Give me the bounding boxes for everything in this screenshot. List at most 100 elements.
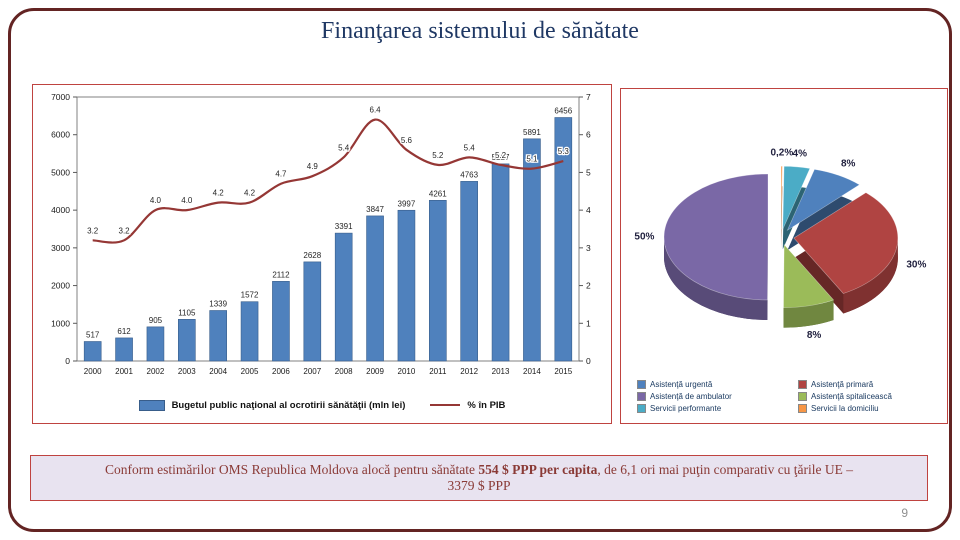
legend-bar-label: Bugetul public naţional al ocrotirii săn… xyxy=(171,399,406,411)
line-value-label: 6.4 xyxy=(370,106,382,115)
pie-slice-label: 30% xyxy=(906,259,926,270)
line-value-label: 4.0 xyxy=(181,196,193,205)
page-number: 9 xyxy=(901,506,908,520)
x-axis-label: 2009 xyxy=(366,367,384,376)
pie-legend-label: Asistenţă de ambulator xyxy=(650,392,732,401)
left-axis-tick-label: 5000 xyxy=(51,167,70,177)
left-axis-tick-label: 1000 xyxy=(51,318,70,328)
bar-value-label: 3391 xyxy=(335,222,353,231)
left-axis-tick-label: 4000 xyxy=(51,205,70,215)
line-value-label: 4.7 xyxy=(275,170,287,179)
bar-chart-panel: 0 1000 2000 3000 4000 5000 6000 7000 0 1 2 3 4 5 6 7 200… xyxy=(32,84,612,424)
bar-value-label: 4763 xyxy=(460,170,478,179)
bar-value-label: 517 xyxy=(86,331,100,340)
x-axis-label: 2002 xyxy=(147,367,165,376)
left-axis-tick-label: 7000 xyxy=(51,92,70,102)
right-axis-tick-label: 5 xyxy=(586,167,591,177)
legend-line-swatch xyxy=(430,404,461,406)
line-value-label: 4.0 xyxy=(150,196,162,205)
pie-chart-panel: 0,2% 4% 8% 30% 8% 50% Asistenţă urgentă Asiste… xyxy=(620,88,948,424)
pie-legend-item: Servicii performante xyxy=(637,404,780,413)
left-axis-tick-label: 0 xyxy=(65,356,70,366)
pie-legend: Asistenţă urgentă Asistenţă de ambulator S… xyxy=(637,380,941,413)
pie-chart: 0,2% 4% 8% 30% 8% 50% xyxy=(634,148,926,341)
bar xyxy=(240,301,259,362)
pie-legend-column: Asistenţă urgentă Asistenţă de ambulator S… xyxy=(637,380,780,413)
pie-legend-label: Asistenţă spitalicească xyxy=(811,392,892,401)
pie-slice-label: 50% xyxy=(634,232,654,243)
x-axis-label: 2000 xyxy=(84,367,102,376)
bar-value-label: 905 xyxy=(149,316,163,325)
footer-line1: Conform estimărilor OMS Republica Moldov… xyxy=(41,462,917,478)
right-axis-tick-label: 3 xyxy=(586,243,591,253)
bar-value-label: 3997 xyxy=(398,199,416,208)
footer-note: Conform estimărilor OMS Republica Moldov… xyxy=(30,455,928,501)
bar-chart: 0 1000 2000 3000 4000 5000 6000 7000 0 1 2 3 4 5 6 7 200… xyxy=(51,92,591,376)
x-axis-label: 2006 xyxy=(272,367,290,376)
pie-slice-wall xyxy=(843,238,898,314)
x-axis-label: 2003 xyxy=(178,367,196,376)
bar-value-label: 3847 xyxy=(366,205,384,214)
line-value-label: 5.4 xyxy=(464,143,476,152)
bar-value-label: 1105 xyxy=(178,308,196,317)
plot-border xyxy=(76,96,580,362)
line-value-label: 3.2 xyxy=(87,226,99,235)
line-value-label: 5.2 xyxy=(495,151,507,160)
pie-slice xyxy=(783,243,835,308)
right-axis-tick-label: 4 xyxy=(586,205,591,215)
page-title: Finanţarea sistemului de sănătate xyxy=(321,18,639,44)
bar xyxy=(272,281,290,362)
legend-marker xyxy=(798,404,807,413)
bar-value-label: 1572 xyxy=(241,291,259,300)
left-axis-tick-label: 3000 xyxy=(51,243,70,253)
line-value-label: 4.9 xyxy=(307,162,319,171)
bar xyxy=(83,341,102,362)
pie-legend-item: Asistenţă urgentă xyxy=(637,380,780,389)
bar-value-label: 2112 xyxy=(272,270,290,279)
left-axis-tick-label: 2000 xyxy=(51,281,70,291)
pie-slice xyxy=(786,169,860,231)
bar-chart-legend: Bugetul public naţional al ocrotirii săn… xyxy=(33,390,611,420)
legend-line-label: % în PIB xyxy=(467,399,506,411)
line-value-label: 5.4 xyxy=(338,143,350,152)
bar xyxy=(209,310,227,362)
pie-slice xyxy=(780,165,783,230)
bar-value-label: 1339 xyxy=(209,300,227,309)
legend-marker xyxy=(798,392,807,401)
pie-slice-wall xyxy=(783,299,834,328)
bar xyxy=(366,215,384,362)
footer-text-prefix: Conform estimărilor OMS Republica Moldov… xyxy=(104,462,479,477)
footer-text-suffix: , de 6,1 ori mai puţin comparativ cu ţăr… xyxy=(597,462,854,477)
bar xyxy=(303,261,322,362)
left-axis-tick-label: 6000 xyxy=(51,130,70,140)
legend-marker xyxy=(637,392,646,401)
right-axis-tick-label: 6 xyxy=(586,130,591,140)
pie-slice-label: 8% xyxy=(841,159,856,170)
pie-legend-label: Servicii performante xyxy=(650,404,722,413)
pie-slice xyxy=(663,173,769,301)
right-axis-tick-label: 7 xyxy=(586,92,591,102)
pie-legend-item: Asistenţă primară xyxy=(798,380,941,389)
pie-slice-label: 0,2% xyxy=(770,148,793,159)
x-axis-label: 2015 xyxy=(554,367,572,376)
x-axis-label: 2004 xyxy=(209,367,227,376)
pie-legend-item: Servicii la domiciliu xyxy=(798,404,941,413)
bar-value-label: 6456 xyxy=(554,107,572,116)
right-axis-tick-label: 0 xyxy=(586,356,591,366)
pie-legend-label: Asistenţă primară xyxy=(811,380,874,389)
line-value-label: 3.2 xyxy=(119,226,131,235)
legend-marker xyxy=(637,380,646,389)
bar xyxy=(397,209,416,362)
pie-slice-wall xyxy=(664,236,768,320)
x-axis-label: 2008 xyxy=(335,367,353,376)
bar-value-label: 2628 xyxy=(303,251,321,260)
legend-bar-swatch xyxy=(138,399,165,411)
line-value-label: 5.3 xyxy=(558,147,570,156)
x-axis-label: 2013 xyxy=(492,367,510,376)
pie-legend-label: Servicii la domiciliu xyxy=(811,404,879,413)
bar xyxy=(429,199,447,362)
pie-slice xyxy=(782,165,811,230)
pie-slice-label: 8% xyxy=(807,330,822,341)
x-axis-label: 2014 xyxy=(523,367,541,376)
legend-marker xyxy=(798,380,807,389)
